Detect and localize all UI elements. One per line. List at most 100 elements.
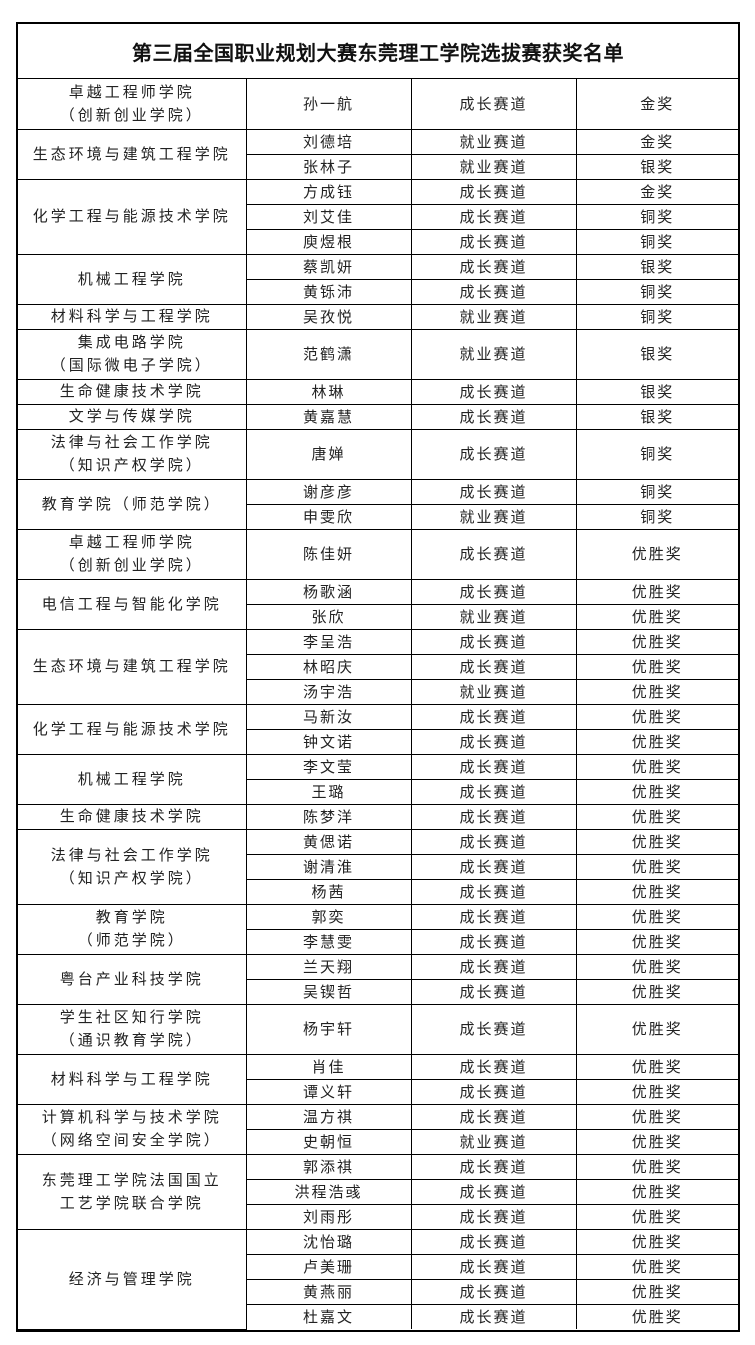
student-name-cell: 庾煜根 — [246, 228, 412, 255]
table-row: 生命健康技术学院 陈梦洋 成长赛道 优胜奖 — [18, 803, 738, 830]
track-cell: 成长赛道 — [410, 878, 577, 905]
track-cell: 成长赛道 — [410, 1153, 577, 1180]
track-cell: 就业赛道 — [410, 153, 577, 180]
table-row: 杜嘉文 成长赛道 优胜奖 — [18, 1303, 738, 1329]
award-cell: 优胜奖 — [575, 528, 738, 580]
table-row: 学生社区知行学院 （通识教育学院） 杨宇轩 成长赛道 优胜奖 — [18, 1003, 738, 1055]
student-name-cell: 洪程浩彧 — [246, 1178, 412, 1205]
table-row: 卢美珊 成长赛道 优胜奖 — [18, 1253, 738, 1280]
award-cell: 优胜奖 — [575, 903, 738, 930]
college-cell: 法律与社会工作学院 （知识产权学院） — [18, 828, 247, 905]
track-cell: 就业赛道 — [410, 303, 577, 330]
table-row: 张林子 就业赛道 银奖 — [18, 153, 738, 180]
table-row: 电信工程与智能化学院 杨歌涵 成长赛道 优胜奖 — [18, 578, 738, 630]
college-name: 学生社区知行学院 — [59, 1008, 204, 1026]
award-cell: 优胜奖 — [575, 728, 738, 755]
award-cell: 银奖 — [575, 328, 738, 380]
table-row: 杨茜 成长赛道 优胜奖 — [18, 878, 738, 905]
college-cell: 东莞理工学院法国国立 工艺学院联合学院 — [18, 1153, 247, 1230]
table-row: 机械工程学院 蔡凯妍 成长赛道 银奖 — [18, 253, 738, 305]
track-cell: 成长赛道 — [410, 378, 577, 405]
student-name-cell: 杨宇轩 — [245, 1003, 412, 1055]
track-cell: 成长赛道 — [410, 1228, 577, 1255]
track-cell: 成长赛道 — [410, 1303, 577, 1329]
college-name: （国际微电子学院） — [50, 356, 213, 374]
college-name: 文学与传媒学院 — [68, 407, 195, 425]
college-name: 生命健康技术学院 — [59, 807, 204, 825]
table-row: 汤宇浩 就业赛道 优胜奖 — [18, 678, 738, 705]
college-name: 东莞理工学院法国国立 — [41, 1170, 222, 1189]
award-list-document: 第三届全国职业规划大赛东莞理工学院选拔赛获奖名单 卓越工程师学院 （创新创业学院）… — [16, 22, 740, 1332]
table-row: 生命健康技术学院 林琳 成长赛道 银奖 — [18, 378, 738, 405]
college-name: 机械工程学院 — [77, 769, 186, 788]
college-name: 法律与社会工作学院 — [50, 845, 213, 864]
college-cell: 电信工程与智能化学院 — [18, 578, 247, 630]
college-cell: 粤台产业科技学院 — [18, 953, 247, 1005]
track-cell: 成长赛道 — [410, 803, 577, 830]
award-cell: 优胜奖 — [575, 1278, 738, 1305]
student-name-cell: 范鹤潇 — [245, 328, 412, 380]
track-cell: 成长赛道 — [410, 79, 577, 130]
student-name-cell: 钟文诺 — [246, 728, 412, 755]
award-cell: 优胜奖 — [575, 1003, 738, 1055]
college-cell: 计算机科学与技术学院 （网络空间安全学院） — [18, 1103, 247, 1155]
table-row: 计算机科学与技术学院 （网络空间安全学院） 温方祺 成长赛道 优胜奖 — [18, 1103, 738, 1155]
award-cell: 优胜奖 — [575, 1128, 738, 1155]
track-cell: 成长赛道 — [410, 228, 577, 255]
table-row: 李慧雯 成长赛道 优胜奖 — [18, 928, 738, 955]
table-row: 钟文诺 成长赛道 优胜奖 — [18, 728, 738, 755]
student-name-cell: 唐婵 — [245, 428, 412, 480]
track-cell: 成长赛道 — [410, 1053, 577, 1080]
college-name: （创新创业学院） — [59, 556, 204, 574]
award-cell: 铜奖 — [575, 278, 738, 305]
track-cell: 成长赛道 — [410, 978, 577, 1005]
table-row: 卓越工程师学院 （创新创业学院） 孙一航 成长赛道 金奖 — [18, 79, 738, 130]
student-name-cell: 李文莹 — [245, 753, 412, 780]
college-cell: 化学工程与能源技术学院 — [18, 703, 247, 755]
table-row: 材料科学与工程学院 吴孜悦 就业赛道 铜奖 — [18, 303, 738, 330]
table-row: 生态环境与建筑工程学院 刘德培 就业赛道 金奖 — [18, 128, 738, 180]
table-row: 化学工程与能源技术学院 方成钰 成长赛道 金奖 — [18, 178, 738, 255]
track-cell: 成长赛道 — [410, 953, 577, 980]
track-cell: 成长赛道 — [410, 1003, 577, 1055]
table-row: 化学工程与能源技术学院 马新汝 成长赛道 优胜奖 — [18, 703, 738, 755]
student-name-cell: 肖佳 — [245, 1053, 412, 1080]
table-row: 文学与传媒学院 黄嘉慧 成长赛道 银奖 — [18, 403, 738, 430]
table-row: 黄燕丽 成长赛道 优胜奖 — [18, 1278, 738, 1305]
document-title: 第三届全国职业规划大赛东莞理工学院选拔赛获奖名单 — [18, 24, 738, 79]
track-cell: 就业赛道 — [410, 328, 577, 380]
track-cell: 就业赛道 — [410, 1128, 577, 1155]
track-cell: 成长赛道 — [410, 753, 577, 780]
table-row: 生态环境与建筑工程学院 李呈浩 成长赛道 优胜奖 — [18, 628, 738, 705]
college-name: 材料科学与工程学院 — [50, 307, 213, 325]
student-name-cell: 温方祺 — [245, 1103, 412, 1130]
award-cell: 铜奖 — [575, 503, 738, 530]
track-cell: 成长赛道 — [410, 278, 577, 305]
student-name-cell: 黄燕丽 — [246, 1278, 412, 1305]
student-name-cell: 黄偲诺 — [245, 828, 412, 855]
award-cell: 优胜奖 — [575, 953, 738, 980]
award-cell: 金奖 — [575, 178, 738, 205]
college-name: 材料科学与工程学院 — [50, 1069, 213, 1088]
college-cell: 学生社区知行学院 （通识教育学院） — [18, 1003, 247, 1055]
college-name: （网络空间安全学院） — [41, 1131, 222, 1149]
student-name-cell: 林琳 — [245, 378, 412, 405]
college-cell: 法律与社会工作学院 （知识产权学院） — [18, 428, 247, 480]
table-row: 机械工程学院 李文莹 成长赛道 优胜奖 — [18, 753, 738, 805]
college-name: 工艺学院联合学院 — [59, 1193, 204, 1212]
student-name-cell: 刘艾佳 — [246, 203, 412, 230]
student-name-cell: 李慧雯 — [246, 928, 412, 955]
track-cell: 成长赛道 — [410, 1078, 577, 1105]
table-row: 教育学院 （师范学院） 郭奕 成长赛道 优胜奖 — [18, 903, 738, 955]
track-cell: 成长赛道 — [410, 478, 577, 505]
track-cell: 成长赛道 — [410, 628, 577, 655]
college-name: （通识教育学院） — [59, 1031, 204, 1049]
track-cell: 成长赛道 — [410, 928, 577, 955]
student-name-cell: 杜嘉文 — [246, 1303, 412, 1329]
student-name-cell: 吴孜悦 — [245, 303, 412, 330]
award-cell: 铜奖 — [575, 303, 738, 330]
student-name-cell: 杨茜 — [246, 878, 412, 905]
award-cell: 银奖 — [575, 403, 738, 430]
track-cell: 成长赛道 — [410, 528, 577, 580]
college-name: 机械工程学院 — [77, 269, 186, 288]
